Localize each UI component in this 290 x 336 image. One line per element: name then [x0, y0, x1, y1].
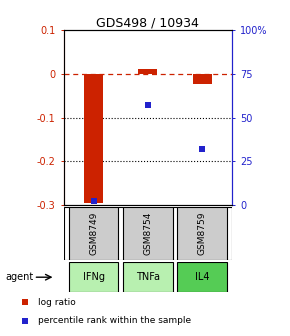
Text: TNFa: TNFa — [136, 272, 160, 282]
FancyBboxPatch shape — [69, 207, 118, 260]
FancyBboxPatch shape — [177, 262, 227, 292]
Bar — [84, 74, 103, 203]
Text: percentile rank within the sample: percentile rank within the sample — [38, 317, 191, 325]
Text: GSM8754: GSM8754 — [143, 212, 153, 255]
Text: log ratio: log ratio — [38, 298, 76, 307]
FancyBboxPatch shape — [123, 207, 173, 260]
Bar — [138, 69, 157, 74]
FancyBboxPatch shape — [69, 262, 118, 292]
Text: agent: agent — [5, 272, 33, 282]
Bar — [193, 74, 212, 84]
Title: GDS498 / 10934: GDS498 / 10934 — [97, 16, 199, 29]
Text: IL4: IL4 — [195, 272, 209, 282]
Text: IFNg: IFNg — [83, 272, 105, 282]
FancyBboxPatch shape — [177, 207, 227, 260]
Text: GSM8749: GSM8749 — [89, 212, 98, 255]
FancyBboxPatch shape — [123, 262, 173, 292]
Text: GSM8759: GSM8759 — [198, 212, 207, 255]
